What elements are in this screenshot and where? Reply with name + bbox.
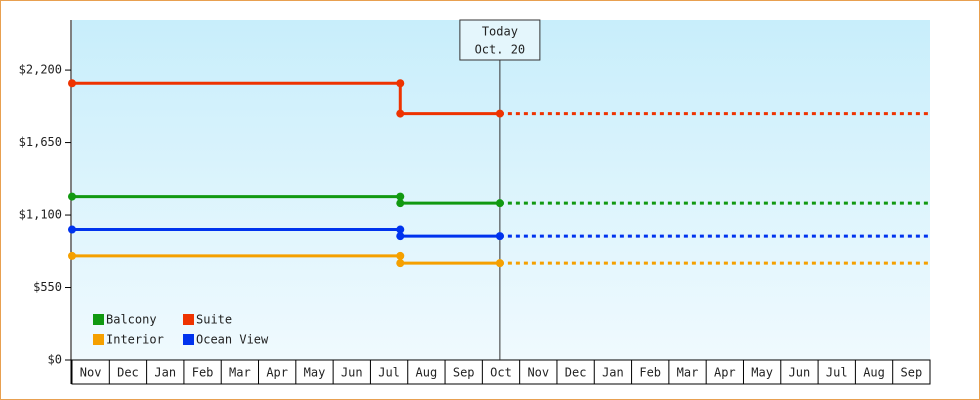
x-tick-label: Jun xyxy=(789,366,811,380)
x-tick-label: Sep xyxy=(453,366,475,380)
price-point xyxy=(396,251,405,260)
x-axis-band xyxy=(71,359,931,385)
y-tick-label: $2,200 xyxy=(19,63,62,77)
y-tick-label: $1,650 xyxy=(19,135,62,149)
price-point xyxy=(396,109,405,118)
price-point xyxy=(396,79,405,88)
y-tick-label: $1,100 xyxy=(19,208,62,222)
x-tick-label: May xyxy=(751,366,773,380)
price-point xyxy=(68,192,76,201)
x-tick-label: Dec xyxy=(117,366,139,380)
price-point xyxy=(495,232,504,241)
x-tick-label: Jan xyxy=(154,366,176,380)
x-tick-label: Aug xyxy=(863,366,885,380)
price-point xyxy=(396,259,405,268)
legend-swatch xyxy=(93,314,104,325)
price-point xyxy=(68,225,76,234)
price-point xyxy=(396,199,405,208)
x-tick-label: Feb xyxy=(639,366,661,380)
today-title: Today xyxy=(482,25,518,39)
x-tick-label: Jul xyxy=(378,366,400,380)
x-tick-label: Apr xyxy=(266,366,288,380)
x-tick-label: Aug xyxy=(416,366,438,380)
x-tick-label: Apr xyxy=(714,366,736,380)
plot-area xyxy=(72,20,930,360)
x-tick-label: Dec xyxy=(565,366,587,380)
x-tick-label: Jun xyxy=(341,366,363,380)
x-tick-label: Jan xyxy=(602,366,624,380)
x-tick-label: Feb xyxy=(192,366,214,380)
price-point xyxy=(495,199,504,208)
price-point xyxy=(68,79,76,88)
legend-label: Suite xyxy=(196,313,232,327)
price-point xyxy=(68,251,76,260)
x-tick-label: Jul xyxy=(826,366,848,380)
today-box xyxy=(459,19,541,61)
price-point xyxy=(396,232,405,241)
x-tick-label: May xyxy=(304,366,326,380)
legend-swatch xyxy=(93,334,104,345)
x-tick-label: Mar xyxy=(229,366,251,380)
x-tick-label: Mar xyxy=(677,366,699,380)
y-tick-label: $0 xyxy=(48,353,62,367)
legend-swatch xyxy=(183,314,194,325)
x-tick-label: Nov xyxy=(80,366,102,380)
y-tick-label: $550 xyxy=(33,280,62,294)
legend-swatch xyxy=(183,334,194,345)
price-point xyxy=(495,109,504,118)
legend-label: Interior xyxy=(106,333,164,347)
legend-label: Balcony xyxy=(106,313,157,327)
x-tick-label: Nov xyxy=(527,366,549,380)
price-point xyxy=(396,225,405,234)
x-tick-label: Sep xyxy=(901,366,923,380)
legend-label: Ocean View xyxy=(196,333,269,347)
x-tick-label: Oct xyxy=(490,366,512,380)
price-point xyxy=(495,259,504,268)
price-point xyxy=(396,192,405,201)
today-date: Oct. 20 xyxy=(475,43,526,57)
